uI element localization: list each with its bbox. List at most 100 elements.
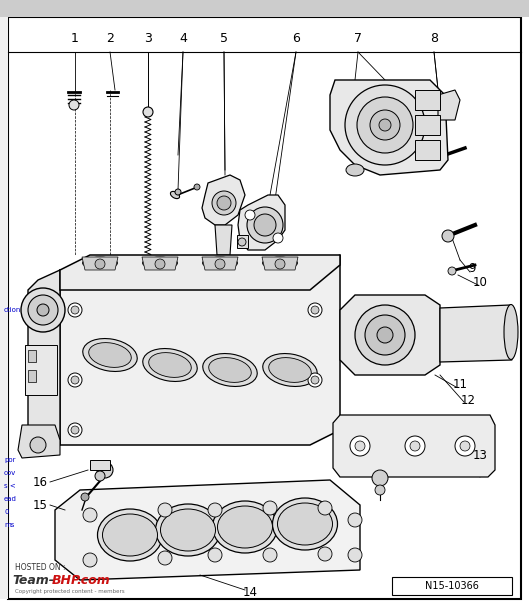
Ellipse shape (139, 256, 157, 264)
Text: 6: 6 (292, 31, 300, 45)
Polygon shape (18, 425, 60, 458)
Text: Copyright protected content - members: Copyright protected content - members (15, 589, 125, 594)
Circle shape (28, 295, 58, 325)
Circle shape (318, 547, 332, 561)
Circle shape (30, 437, 46, 453)
Text: .com: .com (76, 573, 110, 586)
Ellipse shape (170, 192, 179, 199)
Circle shape (318, 501, 332, 515)
Ellipse shape (207, 259, 233, 267)
Circle shape (21, 288, 65, 332)
Polygon shape (55, 480, 360, 580)
Polygon shape (60, 255, 340, 445)
Bar (28, 370, 36, 382)
Circle shape (379, 119, 391, 131)
Circle shape (372, 470, 388, 486)
Bar (90, 460, 110, 470)
Circle shape (273, 233, 283, 243)
Ellipse shape (263, 354, 317, 386)
Circle shape (375, 485, 385, 495)
Text: 14: 14 (242, 586, 258, 600)
Circle shape (448, 267, 456, 275)
Text: ction: ction (4, 307, 21, 313)
Circle shape (158, 503, 172, 517)
Ellipse shape (148, 259, 172, 267)
Text: 9: 9 (468, 261, 476, 275)
Circle shape (68, 373, 82, 387)
Text: s <: s < (4, 483, 16, 489)
Text: HOSTED ON :: HOSTED ON : (15, 564, 66, 572)
Circle shape (345, 85, 425, 165)
Polygon shape (333, 415, 495, 477)
Circle shape (308, 373, 322, 387)
Ellipse shape (278, 503, 333, 545)
Circle shape (370, 110, 400, 140)
Polygon shape (60, 255, 340, 290)
Circle shape (83, 508, 97, 522)
Ellipse shape (83, 338, 137, 371)
Text: 2: 2 (106, 31, 114, 45)
Text: 13: 13 (472, 449, 487, 461)
Bar (25, 345, 57, 395)
Circle shape (377, 327, 393, 343)
Circle shape (311, 306, 319, 314)
Circle shape (348, 513, 362, 527)
Ellipse shape (97, 509, 162, 561)
Circle shape (208, 548, 222, 562)
Text: 0: 0 (4, 509, 8, 515)
Ellipse shape (203, 354, 257, 386)
Circle shape (357, 97, 413, 153)
Ellipse shape (346, 164, 364, 176)
Ellipse shape (103, 514, 158, 556)
Ellipse shape (87, 259, 113, 267)
Circle shape (95, 471, 105, 481)
Circle shape (194, 184, 200, 190)
Circle shape (37, 304, 49, 316)
Ellipse shape (217, 506, 272, 548)
Polygon shape (262, 257, 298, 270)
Polygon shape (215, 225, 232, 255)
Polygon shape (202, 257, 238, 270)
Circle shape (217, 196, 231, 210)
Text: cov: cov (4, 470, 16, 476)
Ellipse shape (272, 498, 338, 550)
Circle shape (68, 303, 82, 317)
Polygon shape (28, 270, 60, 455)
Circle shape (455, 436, 475, 456)
Circle shape (311, 376, 319, 384)
Circle shape (238, 238, 246, 246)
Polygon shape (142, 257, 178, 270)
Text: por: por (4, 457, 15, 463)
Circle shape (215, 259, 225, 269)
Text: 11: 11 (452, 378, 468, 390)
Ellipse shape (203, 257, 238, 269)
Ellipse shape (268, 259, 293, 267)
Ellipse shape (269, 357, 311, 382)
Ellipse shape (149, 353, 191, 378)
Ellipse shape (213, 501, 278, 553)
Polygon shape (440, 305, 512, 362)
Circle shape (437, 151, 447, 161)
Circle shape (81, 493, 89, 501)
Polygon shape (82, 257, 118, 270)
Circle shape (69, 100, 79, 110)
Text: 10: 10 (472, 275, 487, 288)
Circle shape (308, 303, 322, 317)
Circle shape (350, 436, 370, 456)
Circle shape (95, 259, 105, 269)
Circle shape (410, 441, 420, 451)
Circle shape (460, 441, 470, 451)
Text: 3: 3 (144, 31, 152, 45)
Polygon shape (330, 80, 448, 175)
Polygon shape (340, 295, 440, 375)
Text: N15-10366: N15-10366 (425, 581, 479, 591)
Circle shape (155, 259, 165, 269)
Bar (0, 17, 8, 599)
Circle shape (71, 426, 79, 434)
Circle shape (212, 191, 236, 215)
Circle shape (175, 189, 181, 195)
Ellipse shape (160, 509, 215, 551)
Text: 4: 4 (179, 31, 187, 45)
Ellipse shape (89, 343, 131, 367)
Circle shape (208, 503, 222, 517)
